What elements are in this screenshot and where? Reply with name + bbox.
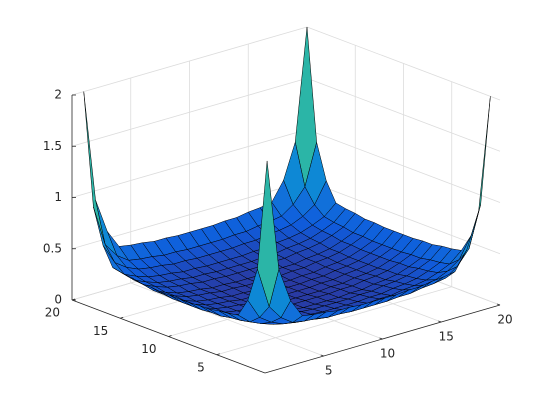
x-tick-label: 15: [439, 330, 454, 344]
z-tick-label: 1.5: [43, 139, 62, 153]
surface-patch: [257, 160, 280, 307]
grid-line: [71, 77, 308, 147]
z-tick-label: 0.5: [43, 241, 62, 255]
grid-line: [306, 129, 501, 203]
grid-line: [306, 26, 501, 101]
grid-line: [216, 286, 452, 356]
y-tick-label: 15: [93, 324, 108, 338]
z-tick-label: 0: [54, 293, 62, 307]
z-tick-label: 1: [54, 190, 62, 204]
x-tick: [320, 354, 324, 357]
y-tick-label: 5: [197, 360, 205, 374]
y-tick: [120, 316, 124, 319]
x-tick-label: 20: [497, 313, 512, 327]
y-tick: [216, 353, 220, 356]
x-tick: [379, 337, 383, 340]
grid-line: [71, 26, 308, 96]
x-tick-label: 5: [325, 364, 333, 378]
x-tick: [496, 303, 501, 306]
y-tick-label: 10: [141, 342, 156, 356]
x-tick: [438, 320, 442, 323]
z-tick-label: 2: [54, 88, 62, 102]
grid-line: [71, 129, 308, 198]
x-tick-label: 10: [380, 347, 395, 361]
surface-patch: [468, 96, 491, 250]
y-tick: [168, 335, 172, 337]
y-tick-label: 20: [45, 306, 60, 320]
grid-line: [306, 77, 501, 152]
